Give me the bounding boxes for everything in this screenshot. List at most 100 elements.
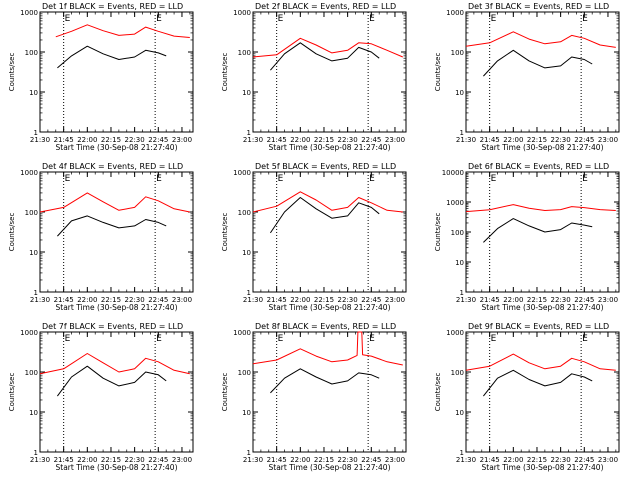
- x-tick-label: 22:15: [527, 456, 547, 464]
- x-tick-label: 21:45: [54, 136, 74, 144]
- x-tick-label: 22:30: [125, 136, 145, 144]
- x-tick-label: 22:45: [574, 136, 594, 144]
- marker-label: E: [491, 334, 497, 344]
- marker-label: E: [491, 174, 497, 184]
- plot-frame: [465, 331, 620, 453]
- y-tick-label: 10: [242, 249, 251, 257]
- y-axis-label: Counts/sec: [8, 373, 16, 412]
- x-tick-label: 21:30: [456, 136, 476, 144]
- y-tick-label: 10: [29, 249, 38, 257]
- series-line-lld: [55, 24, 190, 38]
- y-tick-label: 1000: [20, 9, 38, 17]
- x-tick-label: 22:00: [290, 136, 310, 144]
- x-tick-label: 21:45: [267, 296, 287, 304]
- x-tick-label: 21:30: [243, 296, 263, 304]
- x-axis-label: Start Time (30-Sep-08 21:27:40): [482, 463, 604, 472]
- x-tick-label: 23:00: [598, 136, 618, 144]
- y-tick-label: 1: [460, 129, 464, 137]
- x-tick-label: 23:00: [385, 296, 405, 304]
- x-tick-label: 22:45: [148, 456, 168, 464]
- plot-frame: [39, 171, 194, 293]
- x-tick-label: 21:45: [480, 456, 500, 464]
- series-line-events: [483, 49, 593, 77]
- panel-title: Det 7f BLACK = Events, RED = LLD: [42, 322, 183, 331]
- plot-frame: [252, 11, 407, 133]
- x-tick-label: 22:00: [503, 456, 523, 464]
- x-tick-label: 21:45: [267, 456, 287, 464]
- x-axis-label: Start Time (30-Sep-08 21:27:40): [56, 143, 178, 152]
- plot-frame: [252, 331, 407, 453]
- plot-frame: [252, 171, 407, 293]
- y-axis-label: Counts/sec: [434, 213, 442, 252]
- x-tick-label: 22:15: [101, 456, 121, 464]
- panel-det-1: Det 1f BLACK = Events, RED = LLD 1 10 100 10…: [8, 2, 194, 152]
- panel-det-2: Det 2f BLACK = Events, RED = LLD 1 10 100 10…: [221, 2, 407, 152]
- x-tick-label: 22:15: [314, 136, 334, 144]
- plot-frame: [465, 11, 620, 133]
- plot-frame: [39, 11, 194, 133]
- x-tick-label: 22:45: [361, 296, 381, 304]
- x-tick-label: 21:30: [30, 296, 50, 304]
- x-axis-label: Start Time (30-Sep-08 21:27:40): [269, 143, 391, 152]
- y-tick-label: 100: [238, 49, 251, 57]
- marker-label: E: [156, 14, 162, 24]
- y-axis-label: Counts/sec: [221, 53, 229, 92]
- x-tick-label: 22:30: [338, 456, 358, 464]
- marker-label: E: [369, 14, 375, 24]
- y-tick-label: 1000: [20, 169, 38, 177]
- plot-frame: [39, 331, 194, 453]
- x-tick-label: 23:00: [172, 296, 192, 304]
- x-tick-label: 22:15: [527, 296, 547, 304]
- x-axis-label: Start Time (30-Sep-08 21:27:40): [269, 463, 391, 472]
- y-tick-label: 100: [25, 209, 38, 217]
- y-tick-label: 100: [451, 369, 464, 377]
- y-tick-label: 1000: [233, 169, 251, 177]
- panel-det-6: Det 6f BLACK = Events, RED = LLD 1 10 100 10…: [434, 162, 620, 312]
- series-line-lld: [39, 353, 190, 375]
- x-axis-label: Start Time (30-Sep-08 21:27:40): [482, 143, 604, 152]
- series-line-events: [56, 365, 167, 397]
- panel-title: Det 3f BLACK = Events, RED = LLD: [468, 2, 609, 11]
- panel-title: Det 1f BLACK = Events, RED = LLD: [42, 2, 183, 11]
- y-tick-label: 10: [242, 409, 251, 417]
- x-tick-label: 21:30: [456, 456, 476, 464]
- x-axis-label: Start Time (30-Sep-08 21:27:40): [56, 303, 178, 312]
- y-tick-label: 1000: [20, 329, 38, 337]
- series-line-events: [270, 368, 380, 394]
- x-tick-label: 21:30: [30, 456, 50, 464]
- marker-label: E: [278, 174, 284, 184]
- x-tick-label: 22:45: [148, 296, 168, 304]
- x-tick-label: 21:30: [243, 456, 263, 464]
- series-line-lld: [465, 204, 616, 213]
- panel-title: Det 2f BLACK = Events, RED = LLD: [255, 2, 396, 11]
- y-tick-label: 10: [455, 409, 464, 417]
- x-tick-label: 22:00: [77, 456, 97, 464]
- x-tick-label: 22:30: [338, 136, 358, 144]
- series-line-events: [269, 197, 380, 234]
- y-tick-label: 1: [247, 449, 251, 457]
- series-line-events: [483, 218, 593, 243]
- y-tick-label: 100: [451, 229, 464, 237]
- x-tick-label: 22:45: [361, 136, 381, 144]
- x-tick-label: 23:00: [598, 296, 618, 304]
- x-tick-label: 22:15: [101, 296, 121, 304]
- panel-title: Det 6f BLACK = Events, RED = LLD: [468, 162, 609, 171]
- y-tick-label: 100: [451, 49, 464, 57]
- y-tick-label: 100: [25, 49, 38, 57]
- series-line-lld: [465, 353, 616, 371]
- series-line-lld: [39, 192, 190, 213]
- x-tick-label: 22:00: [77, 136, 97, 144]
- x-tick-label: 21:45: [480, 296, 500, 304]
- series-line-events: [57, 215, 167, 237]
- x-tick-label: 22:30: [551, 296, 571, 304]
- y-tick-label: 10: [455, 259, 464, 267]
- marker-label: E: [582, 14, 588, 24]
- y-tick-label: 1000: [233, 329, 251, 337]
- marker-label: E: [65, 174, 71, 184]
- marker-label: E: [582, 334, 588, 344]
- panel-title: Det 8f BLACK = Events, RED = LLD: [255, 322, 396, 331]
- marker-label: E: [278, 14, 284, 24]
- x-tick-label: 22:00: [503, 296, 523, 304]
- y-axis-label: Counts/sec: [8, 53, 16, 92]
- x-tick-label: 23:00: [598, 456, 618, 464]
